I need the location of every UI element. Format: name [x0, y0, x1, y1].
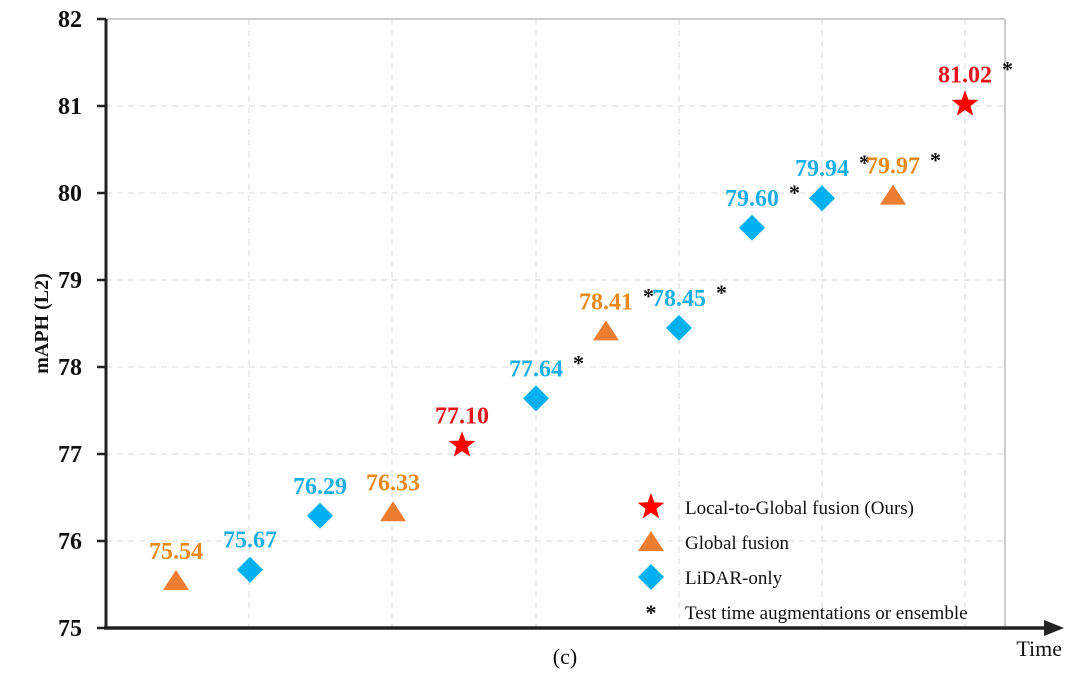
- asterisk-mark: *: [1002, 56, 1013, 81]
- legend-label: Test time augmentations or ensemble: [685, 603, 968, 624]
- asterisk-mark: *: [716, 280, 727, 305]
- asterisk-mark: *: [643, 283, 654, 308]
- triangle-marker: [880, 184, 906, 205]
- triangle-marker: [380, 501, 406, 522]
- data-label: 79.97: [866, 154, 920, 180]
- data-point: 76.33: [366, 470, 420, 522]
- legend-label: Local-to-Global fusion (Ours): [685, 498, 914, 519]
- legend-item: LiDAR-only: [638, 564, 783, 590]
- data-label: 75.67: [223, 528, 277, 554]
- asterisk-mark: *: [930, 148, 941, 173]
- y-tick-label: 79: [58, 268, 82, 294]
- legend-diamond-icon: [638, 564, 664, 590]
- y-axis-label: mAPH (L2): [31, 273, 53, 374]
- axes: [104, 19, 1064, 636]
- asterisk-mark: *: [573, 350, 584, 375]
- data-point: 79.94 *: [795, 150, 870, 212]
- data-point: 78.45 *: [652, 280, 727, 341]
- triangle-marker: [593, 320, 619, 341]
- data-point: 75.67: [223, 528, 277, 583]
- diamond-marker: [666, 314, 692, 341]
- data-label: 76.29: [293, 474, 347, 500]
- star-marker: [448, 431, 476, 457]
- data-label: 79.94: [795, 156, 849, 182]
- legend-label: LiDAR-only: [685, 568, 783, 589]
- data-point: 77.64 *: [509, 350, 584, 412]
- data-label: 75.54: [149, 539, 203, 565]
- y-ticks: 75 76 77 78 79 80 81 82: [58, 7, 106, 642]
- data-point: 81.02 *: [938, 56, 1013, 116]
- legend-item: Global fusion: [638, 531, 789, 554]
- data-point: 78.41 *: [579, 283, 654, 341]
- y-tick-label: 81: [58, 94, 82, 120]
- data-label: 77.10: [435, 403, 489, 429]
- data-point: 75.54: [149, 539, 203, 591]
- legend-item: Local-to-Global fusion (Ours): [637, 493, 914, 519]
- legend-asterisk-icon: *: [646, 600, 657, 625]
- y-tick-label: 75: [58, 616, 82, 642]
- grid: [106, 18, 1006, 628]
- y-tick-label: 77: [58, 442, 82, 468]
- data-point: 77.10: [435, 403, 489, 457]
- y-tick-label: 78: [58, 355, 82, 381]
- chart-caption: (c): [553, 644, 577, 669]
- diamond-marker: [809, 185, 835, 212]
- data-label: 81.02: [938, 62, 992, 88]
- asterisk-mark: *: [859, 150, 870, 175]
- triangle-marker: [163, 570, 189, 591]
- diamond-marker: [739, 214, 765, 241]
- x-axis-label: Time: [1016, 636, 1062, 661]
- star-marker: [951, 90, 979, 116]
- diamond-marker: [523, 385, 549, 412]
- data-point: 79.60 *: [725, 180, 800, 241]
- diamond-marker: [307, 502, 333, 529]
- data-label: 78.41: [579, 289, 633, 315]
- data-point: 76.29: [293, 474, 347, 529]
- data-label: 76.33: [366, 470, 420, 496]
- legend-triangle-icon: [638, 531, 664, 551]
- y-tick-label: 76: [58, 529, 82, 555]
- data-label: 77.64: [509, 356, 563, 382]
- y-tick-label: 82: [58, 7, 82, 33]
- asterisk-mark: *: [789, 180, 800, 205]
- x-axis-arrow: [1044, 620, 1064, 636]
- diamond-marker: [237, 556, 263, 583]
- legend-item: * Test time augmentations or ensemble: [646, 600, 968, 625]
- data-label: 78.45: [652, 286, 706, 312]
- y-tick-label: 80: [58, 181, 82, 207]
- legend-label: Global fusion: [685, 533, 789, 554]
- legend-star-icon: [637, 493, 665, 519]
- legend: Local-to-Global fusion (Ours) Global fusi…: [637, 493, 968, 625]
- data-label: 79.60: [725, 186, 779, 212]
- data-point: 79.97 *: [866, 148, 941, 205]
